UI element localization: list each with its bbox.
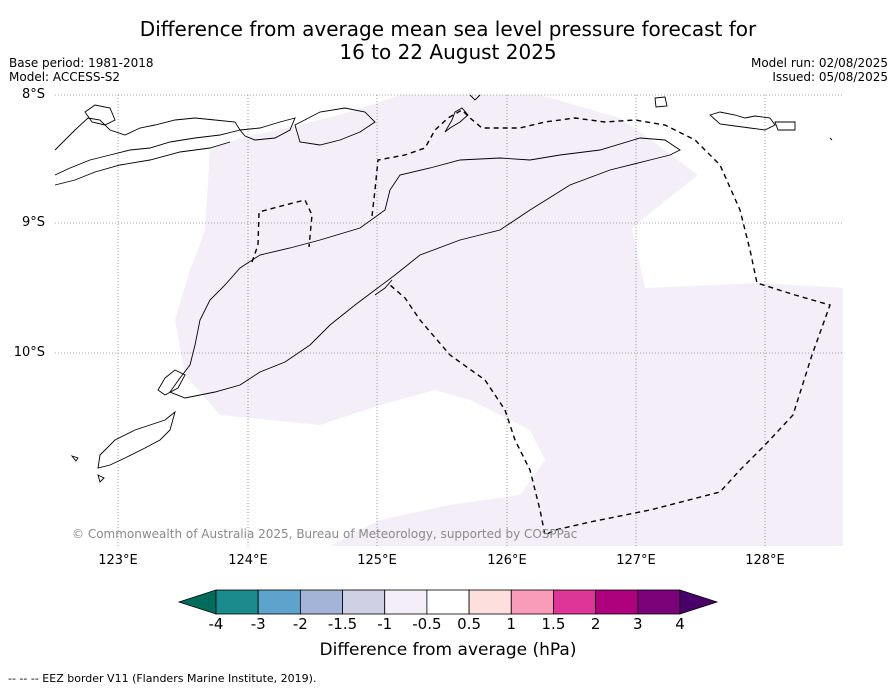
footer-note: -- -- -- EEZ border V11 (Flanders Marine…	[8, 672, 317, 685]
colorbar-tick-label: 1	[506, 615, 517, 633]
lon-label-126e: 126°E	[487, 553, 527, 568]
colorbar-tick-label: 2	[590, 615, 601, 633]
meta-left: Base period: 1981-2018 Model: ACCESS-S2	[9, 56, 154, 84]
copyright-text: © Commonwealth of Australia 2025, Bureau…	[72, 527, 578, 541]
lon-label-128e: 128°E	[745, 553, 785, 568]
colorbar-over-arrow	[679, 589, 719, 615]
colorbar-under-arrow	[177, 589, 217, 615]
lon-label-127e: 127°E	[616, 553, 656, 568]
model-text: Model: ACCESS-S2	[9, 70, 121, 84]
colorbar-tick-label: -0.5	[412, 615, 442, 633]
lat-label-8s: 8°S	[21, 87, 45, 102]
colorbar-bin	[384, 589, 428, 615]
colorbar-tick-label: 0.5	[457, 615, 481, 633]
lon-label-124e: 124°E	[228, 553, 268, 568]
title-line-1: Difference from average mean sea level p…	[139, 17, 757, 41]
colorbar-tick-label: -3	[250, 615, 266, 633]
model-run-text: Model run: 02/08/2025	[750, 56, 888, 70]
lat-label-9s: 9°S	[21, 215, 45, 230]
chart-title: Difference from average mean sea level p…	[0, 18, 896, 64]
issued-text: Issued: 05/08/2025	[772, 70, 888, 84]
lon-label-123e: 123°E	[98, 553, 138, 568]
colorbar-bin	[510, 589, 554, 615]
colorbar-tick-label: 3	[633, 615, 643, 633]
gridlines	[55, 94, 843, 546]
anomaly-region	[175, 95, 843, 546]
colorbar-bin	[468, 589, 512, 615]
colorbar-label: Difference from average (hPa)	[319, 640, 577, 660]
colorbar-bin	[553, 589, 597, 615]
colorbar-tick-label: 4	[675, 615, 685, 633]
eez-border	[251, 109, 831, 537]
colorbar-tick-label: -1.5	[327, 615, 358, 633]
colorbar-bin	[595, 589, 639, 615]
lon-label-125e: 125°E	[357, 553, 397, 568]
colorbar-tick-label: -1	[377, 615, 393, 633]
colorbar-tick-label: -4	[208, 615, 224, 633]
colorbar-bin	[215, 589, 259, 615]
title-line-2: 16 to 22 August 2025	[339, 40, 557, 64]
colorbar-bin	[637, 589, 681, 615]
colorbar-tick-label: -2	[292, 615, 308, 633]
lat-label-10s: 10°S	[13, 345, 45, 360]
colorbar-bin	[426, 589, 470, 615]
colorbar-tick-label: 1.5	[541, 615, 566, 633]
colorbar-bin	[257, 589, 301, 615]
coastlines	[54, 94, 833, 483]
colorbar-bin	[299, 589, 343, 615]
base-period-text: Base period: 1981-2018	[9, 56, 154, 70]
meta-right: Model run: 02/08/2025 Issued: 05/08/2025	[751, 56, 888, 84]
colorbar-bin	[342, 589, 386, 615]
